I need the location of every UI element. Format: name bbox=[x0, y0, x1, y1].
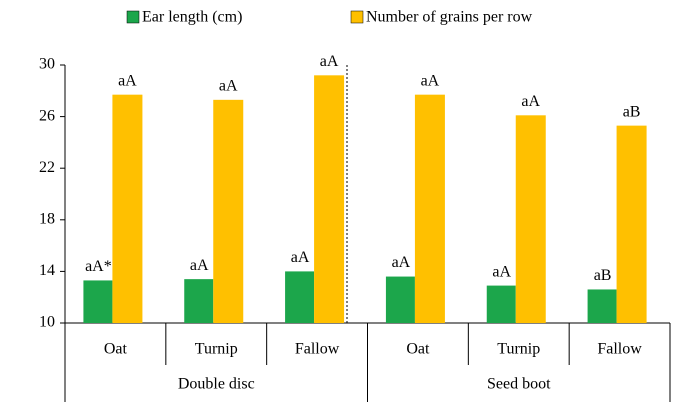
y-tick-label: 26 bbox=[39, 107, 55, 124]
y-tick-label: 14 bbox=[39, 262, 55, 279]
bar-letter: aA bbox=[492, 263, 511, 280]
bar-letter: aA bbox=[421, 72, 440, 89]
bar bbox=[486, 285, 516, 323]
bar-letter: aA bbox=[320, 53, 339, 70]
legend-swatch bbox=[126, 10, 140, 24]
legend-label: Number of grains per row bbox=[366, 9, 533, 26]
bar bbox=[213, 99, 244, 323]
bar bbox=[112, 94, 143, 323]
y-tick-label: 30 bbox=[39, 56, 55, 73]
bar-letter: aA bbox=[118, 72, 137, 89]
bar-letter: aA bbox=[190, 257, 209, 274]
bar bbox=[285, 271, 315, 323]
legend-label: Ear length (cm) bbox=[142, 9, 242, 26]
bar-letter: aA* bbox=[85, 258, 112, 275]
bar bbox=[314, 75, 345, 323]
bar bbox=[83, 280, 113, 323]
y-tick-label: 22 bbox=[39, 159, 55, 176]
x-tick-label: Fallow bbox=[295, 341, 340, 358]
x-tick-label: Turnip bbox=[497, 341, 540, 358]
bar bbox=[184, 279, 214, 323]
group-label: Double disc bbox=[178, 376, 255, 393]
bar bbox=[616, 125, 647, 323]
group-label: Seed boot bbox=[487, 376, 551, 393]
bar-letter: aB bbox=[623, 103, 641, 120]
bar bbox=[587, 289, 617, 323]
bar-letter: aA bbox=[291, 249, 310, 266]
bar-letter: aA bbox=[219, 78, 238, 95]
bar bbox=[385, 276, 415, 323]
bar-letter: aA bbox=[521, 93, 540, 110]
legend-swatch bbox=[350, 10, 364, 24]
x-tick-label: Fallow bbox=[597, 341, 642, 358]
bar bbox=[515, 115, 546, 323]
x-tick-label: Turnip bbox=[195, 341, 238, 358]
bar-letter: aA bbox=[392, 254, 411, 271]
y-tick-label: 18 bbox=[39, 210, 55, 227]
y-tick-label: 10 bbox=[39, 314, 55, 331]
x-tick-label: Oat bbox=[104, 341, 128, 358]
bar bbox=[414, 94, 445, 323]
x-tick-label: Oat bbox=[406, 341, 430, 358]
bar-letter: aB bbox=[594, 267, 612, 284]
